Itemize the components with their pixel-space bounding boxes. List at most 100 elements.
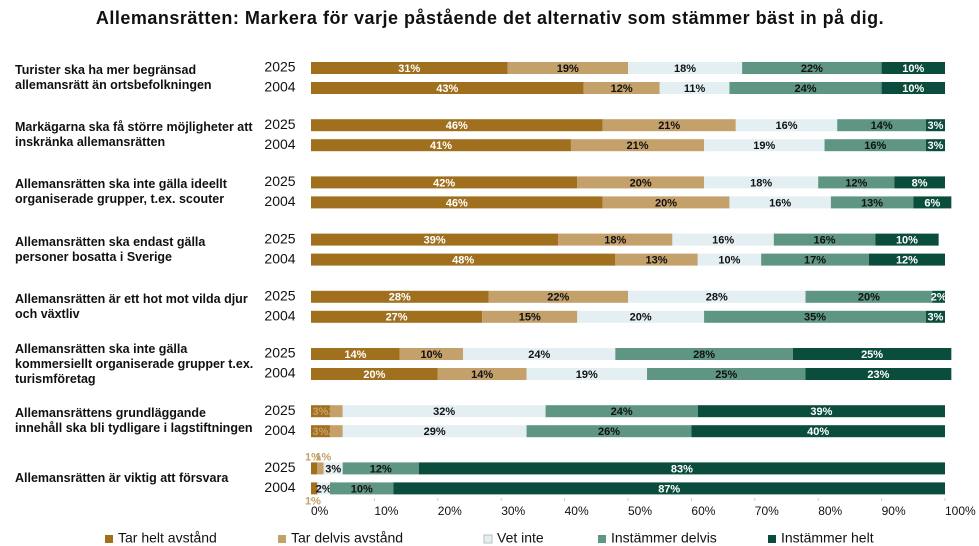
legend-swatch bbox=[278, 535, 286, 543]
data-label: 14% bbox=[871, 120, 893, 132]
group-label: Allemansrätten är viktig att försvara bbox=[15, 470, 229, 485]
group-label: Allemansrätten ska inte gälla ideellt or… bbox=[15, 177, 227, 207]
data-label: 28% bbox=[706, 292, 728, 304]
bar-segment bbox=[323, 462, 343, 475]
bar-segment bbox=[830, 196, 914, 209]
bar-segment bbox=[545, 405, 698, 418]
data-label: 16% bbox=[769, 197, 791, 209]
data-label: 20% bbox=[630, 177, 652, 189]
data-label: 46% bbox=[446, 120, 468, 132]
bar-segment bbox=[875, 233, 939, 246]
data-label: 2% bbox=[931, 292, 947, 304]
bar-segment bbox=[311, 233, 559, 246]
data-label: 18% bbox=[674, 63, 696, 75]
group-label: Allemansrättens grundläggande innehåll s… bbox=[15, 406, 253, 436]
bar-segment bbox=[342, 405, 546, 418]
x-tick-label: 50% bbox=[628, 504, 652, 518]
bar-segment bbox=[742, 62, 882, 74]
data-label: 19% bbox=[753, 140, 775, 152]
data-label: 24% bbox=[528, 349, 550, 361]
data-label: 26% bbox=[598, 426, 620, 438]
data-label: 24% bbox=[795, 83, 817, 95]
data-label: 16% bbox=[864, 140, 886, 152]
data-label: 20% bbox=[858, 292, 880, 304]
bar-segment bbox=[311, 310, 483, 323]
data-label: 27% bbox=[386, 312, 408, 324]
bar-segment bbox=[418, 462, 945, 475]
data-label: 20% bbox=[630, 312, 652, 324]
data-label: 3% bbox=[313, 406, 329, 418]
chart-title: Allemansrätten: Markera för varje påståe… bbox=[95, 8, 885, 28]
data-label: 10% bbox=[896, 235, 918, 247]
data-label: 3% bbox=[928, 312, 944, 324]
data-label: 42% bbox=[433, 177, 455, 189]
data-label: 83% bbox=[671, 463, 693, 475]
bar-segment bbox=[311, 425, 331, 438]
bar-segment bbox=[704, 139, 825, 152]
data-label: 10% bbox=[351, 483, 373, 495]
data-label: 23% bbox=[867, 369, 889, 381]
data-label: 1% bbox=[315, 451, 331, 463]
bar-segment bbox=[526, 368, 648, 380]
data-label: 12% bbox=[896, 255, 918, 267]
data-label: 3% bbox=[928, 140, 944, 152]
data-label: 28% bbox=[389, 292, 411, 304]
data-label: 2% bbox=[328, 426, 344, 438]
bar-segment bbox=[881, 62, 945, 74]
x-tick-label: 70% bbox=[755, 504, 779, 518]
bar-segment bbox=[311, 290, 489, 303]
bar-segment bbox=[437, 368, 527, 380]
data-label: 2% bbox=[316, 483, 332, 495]
data-label: 13% bbox=[646, 255, 668, 267]
legend-label: Tar delvis avstånd bbox=[291, 530, 403, 546]
bar-segment bbox=[577, 310, 705, 323]
bar-segment bbox=[628, 62, 743, 74]
bar-segment bbox=[463, 348, 616, 360]
x-tick-label: 0% bbox=[311, 504, 329, 518]
bar-segment bbox=[317, 482, 331, 495]
data-label: 48% bbox=[452, 255, 474, 267]
bar-segment bbox=[913, 196, 952, 209]
data-label: 12% bbox=[370, 463, 392, 475]
year-label: 2025 bbox=[264, 345, 295, 361]
legend-label: Tar helt avstånd bbox=[118, 530, 217, 546]
data-label: 14% bbox=[471, 369, 493, 381]
bar-segment bbox=[672, 233, 774, 246]
data-label: 6% bbox=[924, 197, 940, 209]
bar-segment bbox=[925, 310, 945, 323]
bar-segment bbox=[583, 82, 660, 94]
bar-segment bbox=[330, 405, 343, 418]
x-tick-label: 100% bbox=[945, 504, 976, 518]
bar-segment bbox=[311, 482, 318, 495]
bar-segment bbox=[311, 348, 400, 360]
legend-swatch bbox=[105, 535, 113, 543]
data-label: 10% bbox=[420, 349, 442, 361]
data-label: 22% bbox=[801, 63, 823, 75]
bar-segment bbox=[704, 176, 819, 189]
data-label: 20% bbox=[363, 369, 385, 381]
data-label: 14% bbox=[344, 349, 366, 361]
data-label: 10% bbox=[902, 63, 924, 75]
year-label: 2025 bbox=[264, 59, 295, 75]
x-tick-label: 10% bbox=[374, 504, 398, 518]
data-label: 41% bbox=[430, 140, 452, 152]
x-tick-label: 80% bbox=[818, 504, 842, 518]
data-label: 17% bbox=[804, 255, 826, 267]
year-label: 2025 bbox=[264, 459, 295, 475]
bar-segment bbox=[894, 176, 945, 189]
group-label: Markägarna ska få större möjligheter att… bbox=[15, 120, 253, 150]
bar-segment bbox=[488, 290, 628, 303]
data-label: 25% bbox=[715, 369, 737, 381]
bar-segment bbox=[697, 405, 945, 418]
bar-segment bbox=[615, 348, 793, 360]
bar-segment bbox=[570, 139, 705, 152]
year-label: 2004 bbox=[264, 308, 295, 324]
bar-segment bbox=[659, 82, 730, 94]
year-label: 2004 bbox=[264, 79, 295, 95]
bar-segment bbox=[602, 119, 736, 132]
bar-segment bbox=[311, 62, 508, 74]
bar-segment bbox=[482, 310, 578, 323]
bar-segment bbox=[399, 348, 464, 360]
data-label: 11% bbox=[684, 83, 706, 95]
